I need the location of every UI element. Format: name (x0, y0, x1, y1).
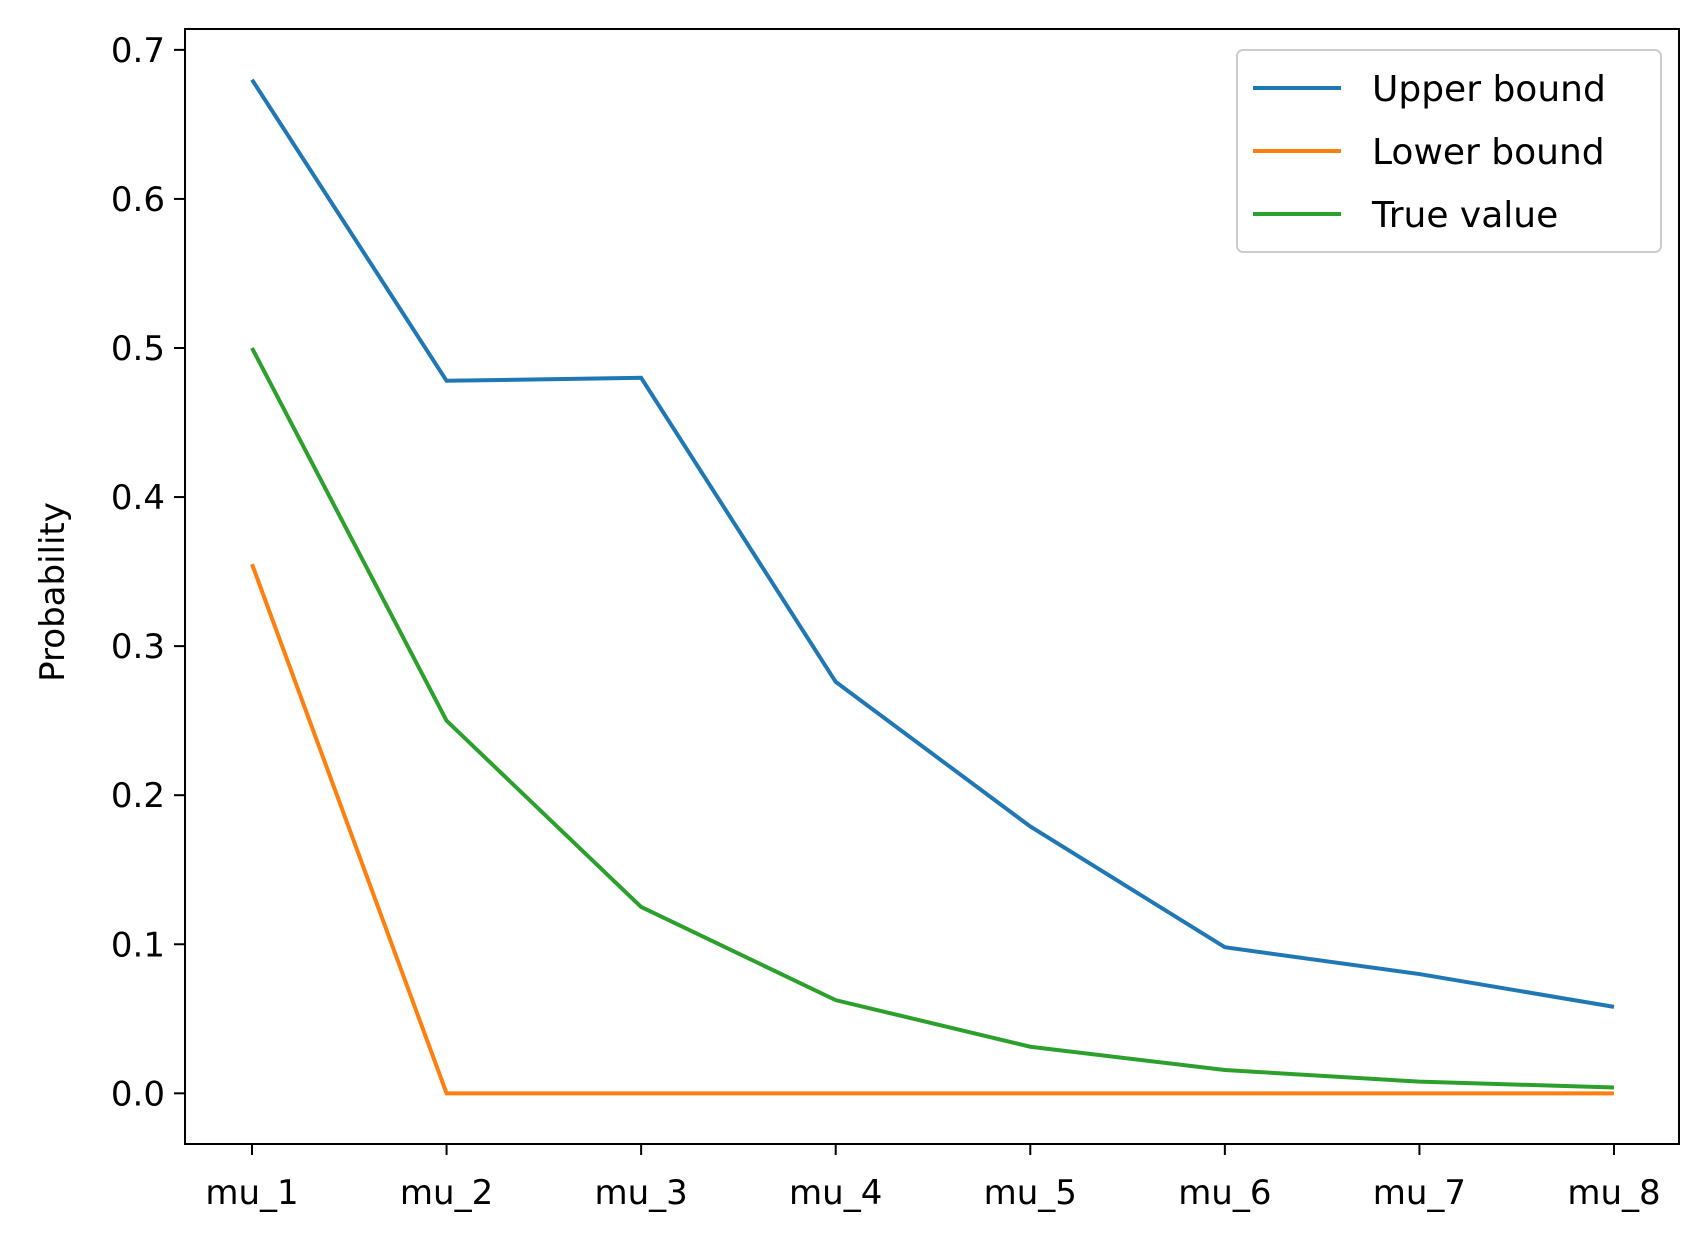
x-tick-label: mu_7 (1373, 1173, 1466, 1213)
legend-label: Upper bound (1372, 69, 1606, 110)
y-tick-label: 0.2 (111, 776, 165, 816)
legend-label: Lower bound (1372, 132, 1605, 173)
y-tick-label: 0.0 (111, 1074, 165, 1114)
x-tick-label: mu_3 (594, 1173, 687, 1213)
y-axis: 0.0 0.1 0.2 0.3 0.4 0.5 0.6 0.7 (111, 31, 185, 1114)
x-tick-label: mu_6 (1178, 1173, 1271, 1213)
x-tick-label: mu_5 (984, 1173, 1077, 1213)
x-tick-label: mu_2 (400, 1173, 493, 1213)
series-line-1 (250, 78, 1615, 1009)
y-tick-label: 0.3 (111, 627, 165, 667)
y-tick-label: 0.4 (111, 478, 165, 518)
y-tick-label: 0.1 (111, 925, 165, 965)
x-tick-label: mu_4 (789, 1173, 882, 1213)
legend-label: True value (1371, 195, 1558, 236)
axes-frame (184, 28, 1680, 1145)
x-axis: mu_1 mu_2 mu_3 mu_4 mu_5 mu_6 mu_7 mu_8 (205, 1144, 1661, 1213)
y-tick-label: 0.5 (111, 329, 165, 369)
legend: Upper bound Lower bound True value (1236, 49, 1662, 253)
x-tick-label: mu_1 (205, 1173, 298, 1213)
y-tick-label: 0.6 (111, 180, 165, 220)
x-tick-label: mu_8 (1567, 1173, 1660, 1213)
y-axis-label: Probability (33, 502, 73, 682)
y-tick-label: 0.7 (111, 31, 165, 71)
series-line-3 (250, 347, 1615, 1090)
series-line-2 (250, 563, 1614, 1096)
plot-area (184, 28, 1680, 1145)
legend-box (1236, 49, 1662, 253)
